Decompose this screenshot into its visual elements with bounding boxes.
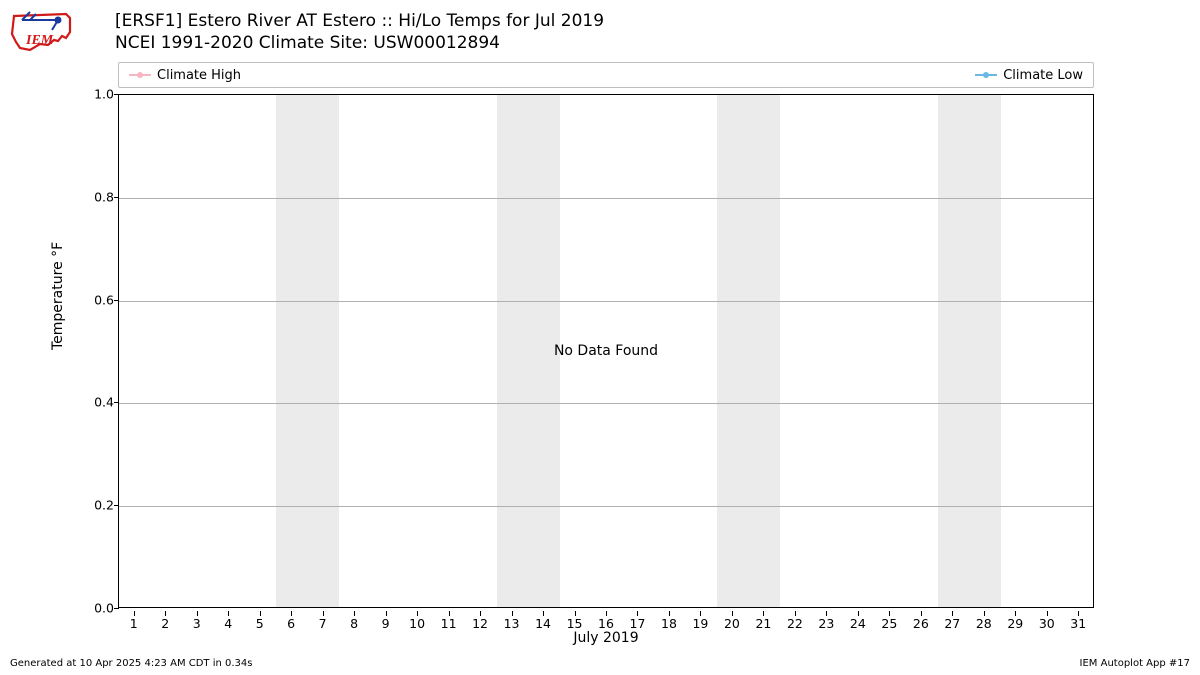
footer-app: IEM Autoplot App #17 [1080,658,1190,669]
x-tick-mark [637,611,638,616]
y-tick-label: 0.6 [74,292,114,307]
plot-area: No Data Found [118,94,1094,608]
x-tick-label: 3 [193,616,201,631]
x-tick-label: 5 [256,616,264,631]
x-tick-mark [165,611,166,616]
x-tick-label: 31 [1070,616,1086,631]
legend-label-high: Climate High [157,68,241,83]
x-tick-label: 17 [630,616,646,631]
x-tick-mark [197,611,198,616]
x-tick-mark [323,611,324,616]
y-tick-label: 0.2 [74,498,114,513]
title-line-1: [ERSF1] Estero River AT Estero :: Hi/Lo … [115,10,604,32]
x-tick-label: 16 [598,616,614,631]
x-tick-label: 18 [661,616,677,631]
x-tick-label: 27 [944,616,960,631]
y-tick-label: 1.0 [74,87,114,102]
x-tick-mark [480,611,481,616]
x-tick-mark [669,611,670,616]
x-tick-mark [889,611,890,616]
x-tick-mark [984,611,985,616]
legend: Climate High Climate Low [118,62,1094,88]
title-line-2: NCEI 1991-2020 Climate Site: USW00012894 [115,32,604,54]
x-tick-mark [921,611,922,616]
x-tick-label: 15 [567,616,583,631]
x-tick-mark [826,611,827,616]
x-tick-mark [417,611,418,616]
x-tick-label: 21 [755,616,771,631]
x-tick-label: 11 [441,616,457,631]
x-tick-label: 4 [224,616,232,631]
x-tick-mark [449,611,450,616]
y-tick-label: 0.0 [74,601,114,616]
x-tick-label: 1 [130,616,138,631]
x-tick-label: 19 [692,616,708,631]
legend-marker-low [975,70,997,80]
x-tick-mark [606,611,607,616]
x-tick-mark [512,611,513,616]
x-tick-mark [386,611,387,616]
iem-logo: IEM [8,8,78,56]
x-tick-mark [795,611,796,616]
y-ticks: 0.00.20.40.60.81.0 [70,94,118,608]
x-tick-label: 12 [472,616,488,631]
x-tick-label: 24 [850,616,866,631]
legend-label-low: Climate Low [1003,68,1083,83]
x-tick-mark [543,611,544,616]
y-tick-label: 0.4 [74,395,114,410]
x-tick-mark [1015,611,1016,616]
x-tick-mark [228,611,229,616]
x-tick-label: 22 [787,616,803,631]
x-tick-mark [354,611,355,616]
x-tick-mark [763,611,764,616]
x-tick-label: 14 [535,616,551,631]
x-tick-mark [291,611,292,616]
x-tick-label: 9 [382,616,390,631]
x-tick-label: 25 [881,616,897,631]
x-tick-label: 13 [504,616,520,631]
x-axis-label: July 2019 [118,630,1094,646]
x-tick-label: 2 [161,616,169,631]
x-tick-label: 29 [1007,616,1023,631]
x-tick-mark [575,611,576,616]
x-tick-label: 20 [724,616,740,631]
x-tick-mark [858,611,859,616]
x-tick-label: 7 [319,616,327,631]
chart-title: [ERSF1] Estero River AT Estero :: Hi/Lo … [115,10,604,54]
footer-generated: Generated at 10 Apr 2025 4:23 AM CDT in … [10,658,253,669]
x-tick-label: 10 [409,616,425,631]
legend-item-high: Climate High [129,68,241,83]
y-tick-mark [114,608,119,609]
figure: IEM [ERSF1] Estero River AT Estero :: Hi… [0,0,1200,675]
x-tick-mark [1047,611,1048,616]
x-ticks: 1234567891011121314151617181920212223242… [118,612,1094,630]
no-data-message: No Data Found [119,343,1093,359]
x-tick-mark [952,611,953,616]
x-tick-mark [134,611,135,616]
legend-item-low: Climate Low [975,68,1083,83]
x-tick-label: 6 [287,616,295,631]
x-tick-mark [732,611,733,616]
x-tick-mark [700,611,701,616]
x-tick-label: 8 [350,616,358,631]
x-tick-label: 26 [913,616,929,631]
x-tick-mark [1078,611,1079,616]
x-tick-label: 30 [1039,616,1055,631]
x-tick-label: 28 [976,616,992,631]
x-tick-mark [260,611,261,616]
legend-marker-high [129,70,151,80]
logo-text: IEM [25,33,54,48]
y-tick-label: 0.8 [74,189,114,204]
gridline [119,506,1093,507]
x-tick-label: 23 [818,616,834,631]
gridline [119,403,1093,404]
gridline [119,198,1093,199]
y-axis-label: Temperature °F [50,242,66,350]
gridline [119,301,1093,302]
